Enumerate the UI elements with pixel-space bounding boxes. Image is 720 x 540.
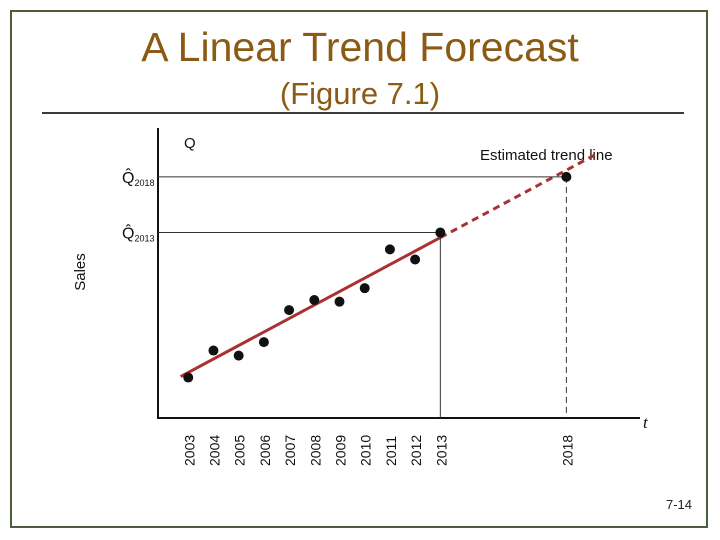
data-point-2018	[561, 171, 572, 182]
trend-line-dashed	[439, 152, 598, 239]
x-tick-label-2007: 2007	[282, 435, 298, 466]
forecast-label-subscript: 2013	[134, 234, 154, 244]
x-tick-label-2010: 2010	[358, 435, 374, 466]
forecast-label-symbol: Q̂	[122, 167, 134, 187]
data-point-2004	[208, 345, 219, 356]
data-point-2009	[334, 296, 345, 307]
trend-line-label: Estimated trend line	[480, 147, 613, 164]
forecast-label-symbol: Q̂	[122, 223, 134, 243]
slide-subtitle: (Figure 7.1)	[279, 76, 441, 111]
forecast-label-subscript: 2018	[134, 178, 154, 188]
data-point-2005	[233, 350, 244, 361]
trend-line-solid	[179, 236, 442, 378]
x-tick-label-2006: 2006	[257, 435, 273, 466]
x-tick-label-2012: 2012	[408, 435, 424, 466]
data-point-2012	[410, 254, 421, 265]
y-axis-label: Sales	[72, 253, 89, 291]
x-tick-label-2003: 2003	[181, 435, 197, 466]
slide-frame	[10, 10, 708, 528]
data-point-2010	[359, 283, 370, 294]
x-tick-label-2018: 2018	[559, 435, 575, 466]
data-point-2013	[435, 227, 446, 238]
x-tick-label-2013: 2013	[433, 435, 449, 466]
data-point-2003	[183, 372, 194, 383]
x-tick-label-2005: 2005	[232, 435, 248, 466]
y-axis-letter: Q	[184, 135, 196, 152]
page-number: 7-14	[665, 497, 692, 512]
x-tick-label-2008: 2008	[307, 435, 323, 466]
forecast-label-2013: Q̂2013	[122, 223, 154, 244]
title-divider	[42, 112, 684, 114]
data-point-2007	[284, 305, 295, 316]
x-axis-letter: t	[643, 413, 649, 432]
x-tick-label-2009: 2009	[333, 435, 349, 466]
data-point-2008	[309, 294, 320, 305]
data-point-2011	[384, 244, 395, 255]
slide-title: A Linear Trend Forecast	[141, 24, 579, 70]
data-point-2006	[258, 337, 269, 348]
x-tick-label-2011: 2011	[383, 436, 399, 466]
x-tick-label-2004: 2004	[206, 435, 222, 466]
forecast-label-2018: Q̂2018	[122, 167, 154, 188]
